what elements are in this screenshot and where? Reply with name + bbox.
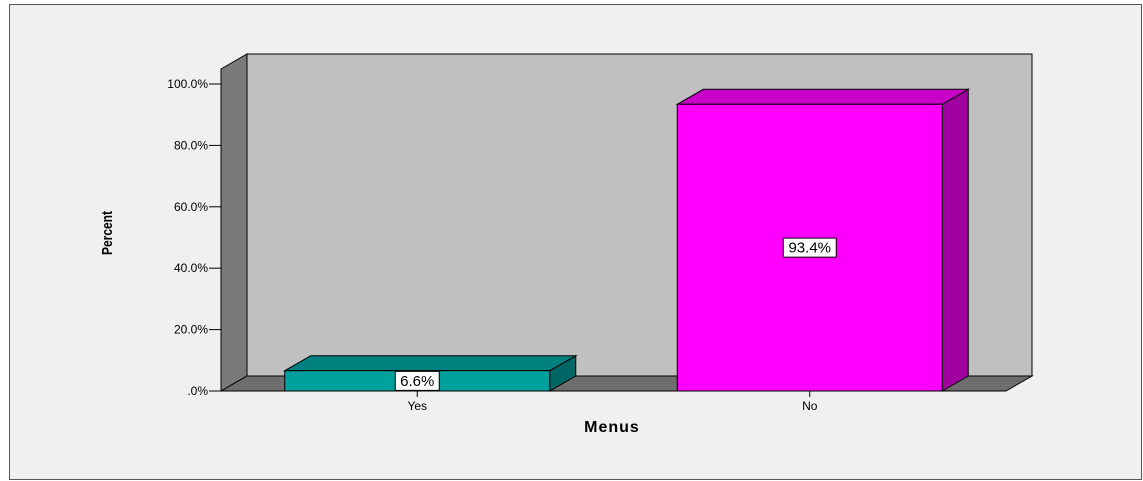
y-axis-title: Percent bbox=[99, 211, 116, 255]
y-tick-label: 40.0% bbox=[174, 261, 208, 275]
y-tick-label: 80.0% bbox=[174, 138, 208, 152]
data-label-box bbox=[394, 370, 440, 391]
bar-yes: 6.6% bbox=[282, 354, 578, 392]
y-tick-label: .0% bbox=[187, 384, 208, 398]
y-tick-label: 100.0% bbox=[167, 77, 208, 91]
bar-top bbox=[282, 355, 578, 372]
data-label: 6.6% bbox=[400, 373, 434, 390]
chart-frame: .0% 20.0% 40.0% 60.0% 80.0% 100.0% 6.6% 93.4% … bbox=[9, 4, 1142, 480]
bars: 6.6% 93.4% bbox=[282, 88, 971, 392]
bar-chart: .0%20.0%40.0%60.0%80.0%100.0% 6.6%93.4% … bbox=[99, 53, 1034, 436]
y-tick-label: 20.0% bbox=[174, 323, 208, 337]
x-tick-label: No bbox=[802, 399, 818, 413]
data-label: 93.4% bbox=[788, 240, 831, 257]
x-axis: Yes No bbox=[221, 390, 1006, 413]
bar-side bbox=[941, 88, 969, 392]
x-axis-title: Menus bbox=[584, 419, 640, 436]
data-label-box bbox=[782, 237, 837, 258]
bar-top bbox=[675, 88, 971, 105]
y-tick-label: 60.0% bbox=[174, 200, 208, 214]
x-tick-label: Yes bbox=[407, 399, 427, 413]
side-wall bbox=[220, 53, 248, 392]
y-axis: .0% 20.0% 40.0% 60.0% 80.0% 100.0% bbox=[167, 77, 221, 398]
bar-no: 93.4% bbox=[675, 88, 971, 392]
